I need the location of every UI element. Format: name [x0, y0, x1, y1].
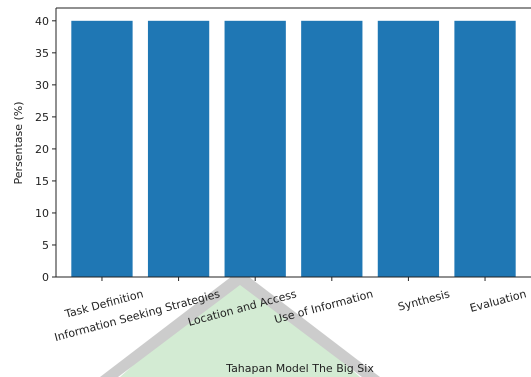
y-tick-label: 5: [42, 239, 49, 252]
x-tick-label: Synthesis: [397, 287, 452, 313]
watermark-shape: [100, 270, 380, 377]
y-tick-label: 30: [35, 79, 49, 92]
y-tick-label: 25: [35, 111, 49, 124]
y-axis-ticks: 0 5 10 15 20 25 30 35 40: [35, 15, 56, 284]
y-tick-label: 40: [35, 15, 49, 28]
x-axis-label: Tahapan Model The Big Six: [225, 362, 374, 375]
x-tick-label: Evaluation: [468, 287, 527, 315]
bar-synthesis: [377, 20, 440, 278]
bar-task-definition: [71, 20, 133, 278]
bar-location-and-access: [224, 20, 286, 278]
bar-information-seeking-strategies: [147, 20, 210, 278]
y-tick-label: 20: [35, 143, 49, 156]
bar-evaluation: [454, 20, 516, 278]
y-tick-label: 35: [35, 47, 49, 60]
bar-use-of-information: [301, 20, 363, 278]
y-tick-label: 0: [42, 271, 49, 284]
y-tick-label: 10: [35, 207, 49, 220]
bars-group: [71, 20, 516, 278]
y-axis-label: Persentase (%): [12, 101, 25, 184]
y-tick-label: 15: [35, 175, 49, 188]
